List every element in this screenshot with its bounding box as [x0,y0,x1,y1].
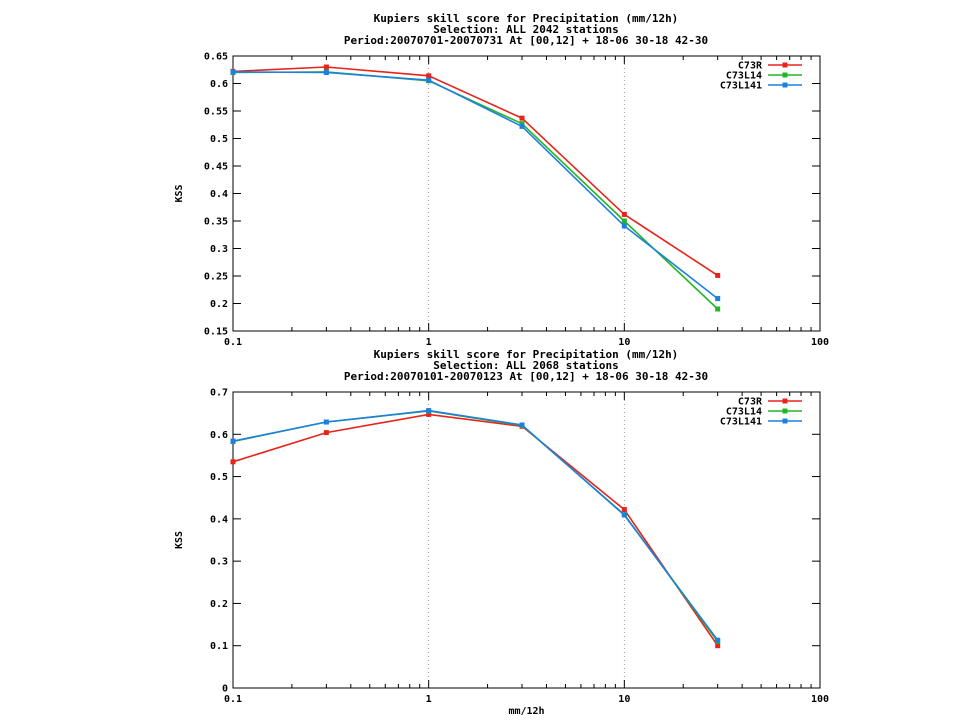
y-tick-label: 0.3 [210,557,228,568]
chart-title-line: Selection: ALL 2042 stations [433,23,618,36]
series-line-c73r [232,66,719,277]
legend-label: C73L14 [726,407,762,418]
data-point-c73r [715,272,721,278]
legend-marker [782,82,788,88]
data-point-c73r [715,643,721,649]
y-tick-label: 0.45 [204,162,228,173]
y-tick-label: 0.35 [204,217,228,228]
series-line-c73l14 [232,410,719,642]
plot-frame [232,391,821,689]
data-point-c73l141 [715,296,721,302]
y-axis-label: KSS [174,531,185,549]
series-line-c73l141 [232,409,719,641]
legend-label: C73R [738,61,763,72]
series-line-c73l141 [232,71,719,300]
legend-label: C73L141 [720,417,762,428]
x-tick-label: 1 [426,694,432,705]
y-tick-label: 0.1 [210,641,228,652]
y-tick-label: 0 [222,684,228,695]
legend-marker [782,408,788,414]
y-tick-label: 0.55 [204,107,228,118]
data-point-c73r [621,507,627,513]
x-tick-label: 100 [811,694,829,705]
chart-title-line: Period:20070701-20070731 At [00,12] + 18… [344,34,708,47]
legend-marker [782,418,788,424]
y-tick-label: 0.3 [210,244,228,255]
y-tick-label: 0.15 [204,327,228,338]
kss-chart-july: Kupiers skill score for Precipitation (m… [174,12,829,348]
x-tick-label: 100 [811,337,829,348]
chart-title-line: Selection: ALL 2068 stations [433,359,618,372]
y-tick-label: 0.7 [210,388,228,399]
data-point-c73r [621,211,627,217]
data-point-c73l141 [519,123,525,129]
plot-frame [232,55,821,332]
data-point-c73r [323,430,329,436]
legend-marker [782,398,788,404]
legend-marker [782,62,788,68]
x-tick-label: 0.1 [224,337,242,348]
y-tick-label: 0.25 [204,272,228,283]
chart-title-line: Kupiers skill score for Precipitation (m… [374,348,679,361]
y-axis-label: KSS [174,184,185,202]
data-point-c73l14 [519,121,525,127]
data-point-c73l141 [426,77,432,83]
y-tick-label: 0.2 [210,599,228,610]
data-point-c73l141 [323,70,329,75]
data-point-c73r [323,64,329,70]
chart-title-line: Period:20070101-20070123 At [00,12] + 18… [344,370,708,383]
data-point-c73l141 [323,419,329,425]
x-axis-label: mm/12h [508,706,544,717]
data-point-c73l141 [715,637,721,643]
data-point-c73l141 [621,512,627,518]
legend-marker [782,72,788,78]
data-point-c73l14 [621,218,627,224]
data-point-c73l141 [230,438,236,444]
data-point-c73r [426,73,432,79]
x-tick-label: 10 [618,337,630,348]
data-point-c73l141 [230,69,236,75]
legend-label: C73R [738,397,763,408]
kss-chart-january: Kupiers skill score for Precipitation (m… [174,348,829,717]
data-point-c73r [426,411,432,417]
data-point-c73l141 [621,223,627,229]
x-tick-label: 0.1 [224,694,242,705]
legend-label: C73L141 [720,81,762,92]
data-point-c73l141 [426,408,432,414]
data-point-c73r [519,115,525,121]
y-tick-label: 0.6 [210,79,228,90]
series-line-c73l14 [232,71,719,310]
x-tick-label: 1 [426,337,432,348]
y-tick-label: 0.6 [210,430,228,441]
y-tick-label: 0.4 [210,514,228,525]
data-point-c73l14 [715,306,721,312]
chart-title-line: Kupiers skill score for Precipitation (m… [374,12,679,25]
y-tick-label: 0.4 [210,189,228,200]
data-point-c73l141 [519,422,525,428]
x-tick-label: 10 [618,694,630,705]
y-tick-label: 0.65 [204,52,228,63]
legend-label: C73L14 [726,71,762,82]
data-point-c73r [230,459,236,465]
y-tick-label: 0.2 [210,299,228,310]
y-tick-label: 0.5 [210,134,228,145]
y-tick-label: 0.5 [210,472,228,483]
series-line-c73r [232,413,719,647]
